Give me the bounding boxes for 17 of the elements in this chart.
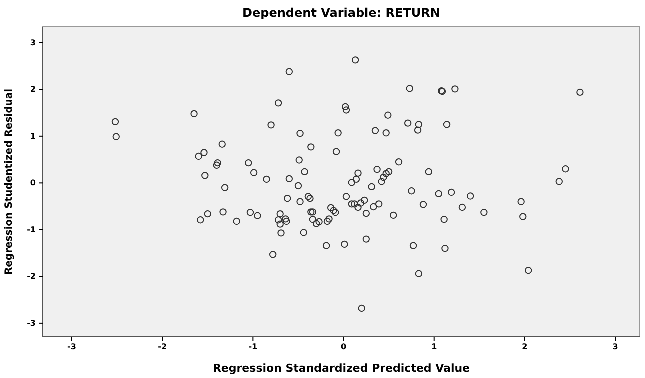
x-tick-label: -2	[158, 342, 168, 352]
x-tick-label: -3	[68, 342, 76, 352]
y-tick-label: 3	[30, 38, 36, 48]
x-tick-label: 2	[522, 342, 528, 352]
x-axis-title: Regression Standardized Predicted Value	[212, 362, 470, 375]
y-tick-label: 2	[30, 85, 36, 94]
y-tick-label: 0	[30, 178, 36, 188]
y-tick-label: -2	[27, 272, 36, 282]
chart-title: Dependent Variable: RETURN	[242, 6, 440, 20]
x-tick-label: 0	[340, 342, 347, 352]
y-tick-label: -1	[27, 225, 36, 234]
x-tick-label: 3	[612, 342, 618, 352]
x-tick-label: 1	[432, 342, 438, 352]
x-tick-label: -1	[248, 342, 258, 352]
y-axis-title: Regression Studentized Residual	[4, 88, 15, 276]
y-tick-label: 1	[30, 132, 36, 141]
y-tick-label: -3	[27, 319, 36, 328]
